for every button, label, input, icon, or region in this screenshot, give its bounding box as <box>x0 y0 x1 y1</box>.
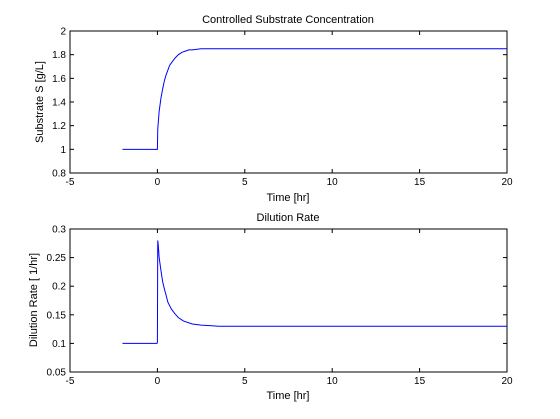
dilution-rate-y-tick-label: 0.25 <box>47 253 67 264</box>
dilution-rate-y-tick-label: 0.2 <box>52 282 66 293</box>
substrate-x-tick-label: 10 <box>327 177 339 188</box>
substrate-y-tick-label: 1 <box>60 145 66 156</box>
substrate-x-tick-label: 20 <box>501 177 513 188</box>
substrate-y-tick-label: 0.8 <box>52 169 66 180</box>
substrate-y-tick-label: 1.8 <box>52 50 66 61</box>
substrate-y-tick-label: 1.6 <box>52 74 66 85</box>
substrate-x-tick-label: -5 <box>66 177 75 188</box>
substrate-plot-title: Controlled Substrate Concentration <box>202 14 374 26</box>
dilution-rate-plot: -5 0 5 10 15 20 0.05 0.1 0.15 0.2 0.25 0.3 Dilution… <box>28 212 513 402</box>
dilution-rate-x-axis-label: Time [hr] <box>267 390 310 402</box>
substrate-plot: -5 0 5 10 15 20 0.8 1 1.2 1.4 1.6 1.8 2 Controlled S… <box>34 14 513 204</box>
dilution-rate-x-tick-label: 10 <box>327 376 339 387</box>
dilution-rate-y-tick-label: 0.05 <box>47 368 67 379</box>
dilution-rate-y-tick-label: 0.3 <box>52 225 66 236</box>
dilution-rate-plot-title: Dilution Rate <box>257 212 320 224</box>
dilution-rate-plot-area <box>69 228 508 373</box>
substrate-ticks: -5 0 5 10 15 20 0.8 1 1.2 1.4 1.6 1.8 2 <box>52 27 513 189</box>
substrate-plot-area <box>69 30 508 174</box>
dilution-rate-x-tick-label: -5 <box>66 376 75 387</box>
substrate-x-axis-label: Time [hr] <box>267 192 310 204</box>
dilution-rate-ticks: -5 0 5 10 15 20 0.05 0.1 0.15 0.2 0.25 0.3 <box>47 225 513 388</box>
dilution-rate-x-tick-label: 5 <box>242 376 248 387</box>
dilution-rate-x-tick-label: 20 <box>501 376 513 387</box>
substrate-y-tick-label: 1.4 <box>52 98 66 109</box>
dilution-rate-series-line <box>122 240 507 344</box>
substrate-y-tick-label: 2 <box>60 27 66 38</box>
dilution-rate-y-tick-label: 0.1 <box>52 339 66 350</box>
substrate-series-line <box>122 48 507 150</box>
substrate-x-tick-label: 15 <box>414 177 426 188</box>
dilution-rate-x-tick-label: 15 <box>414 376 426 387</box>
substrate-y-tick-label: 1.2 <box>52 121 66 132</box>
substrate-y-axis-label: Substrate S [g/L] <box>34 61 46 143</box>
dilution-rate-y-tick-label: 0.15 <box>47 310 67 321</box>
dilution-rate-y-axis-label: Dilution Rate [ 1/hr] <box>28 253 40 347</box>
substrate-x-tick-label: 5 <box>242 177 248 188</box>
dilution-rate-x-tick-label: 0 <box>155 376 161 387</box>
substrate-x-tick-label: 0 <box>155 177 161 188</box>
